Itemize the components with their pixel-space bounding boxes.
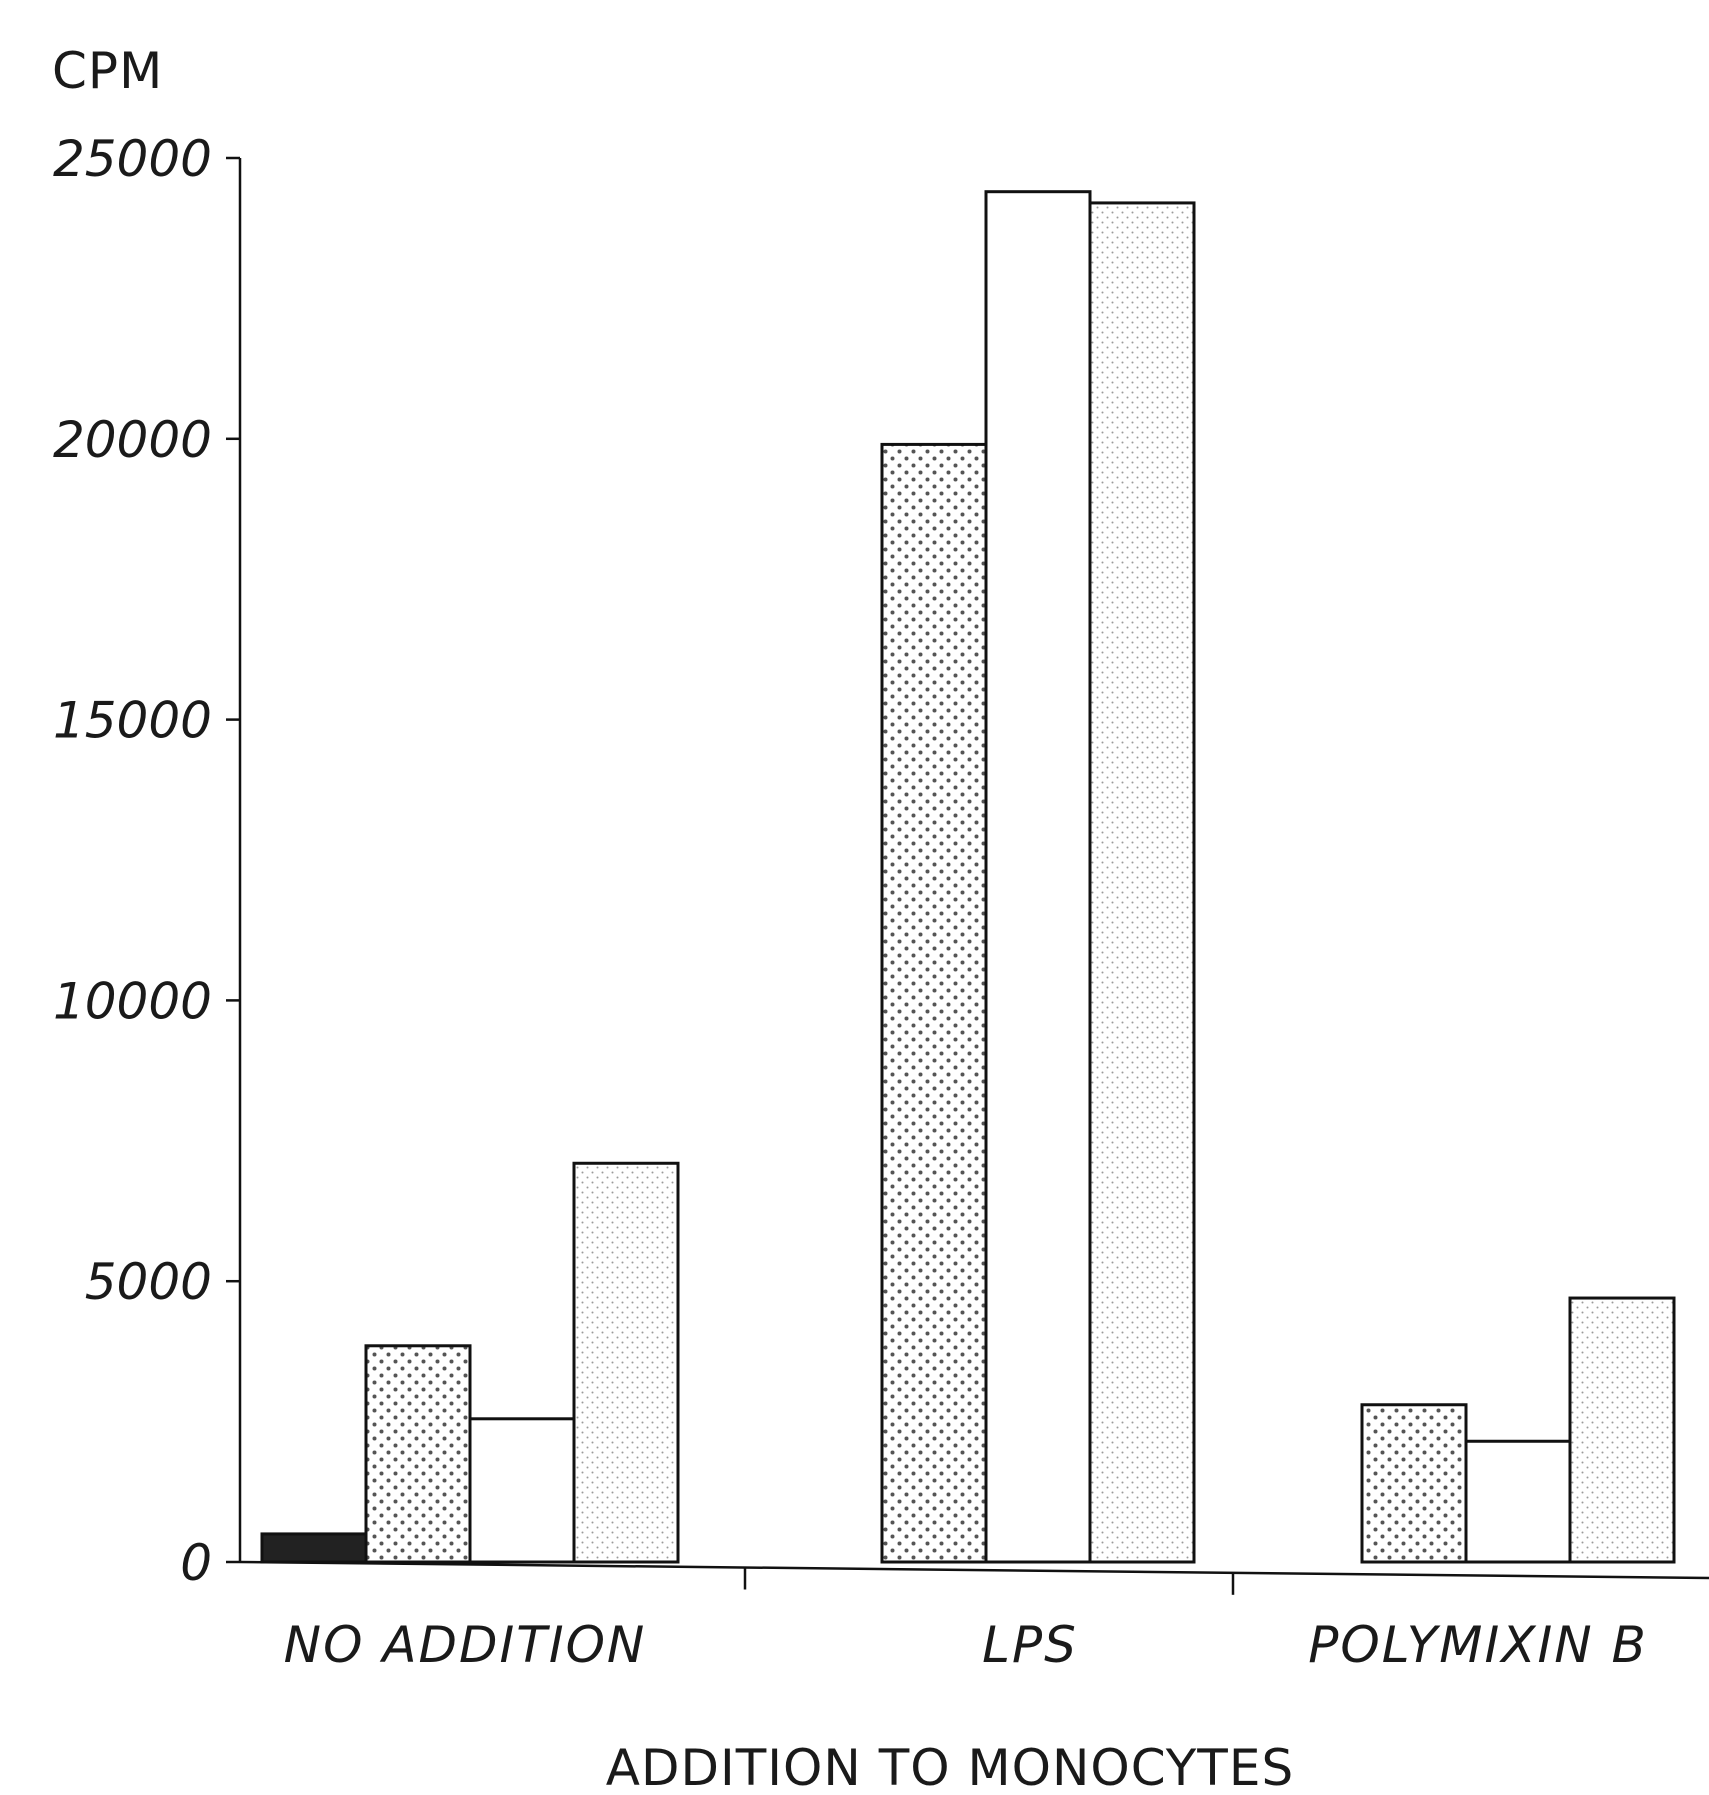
y-tick-label: 15000 (53, 692, 212, 750)
bars-group (260, 190, 1676, 1564)
bar-lps-light-dots (1088, 201, 1196, 1564)
y-tick-label: 0 (180, 1534, 212, 1592)
x-axis-title: ADDITION TO MONOCYTES (606, 1739, 1294, 1795)
bar-lps-none (984, 190, 1092, 1564)
x-axis-ticks (743, 1567, 1235, 1595)
bar-lps-dense-dots (880, 442, 988, 1564)
category-label: NO ADDITION (284, 1616, 647, 1674)
x-axis-line (239, 1560, 1709, 1580)
bar-polymixin-b-none (1464, 1439, 1572, 1564)
bar-polymixin-b-light-dots (1568, 1296, 1676, 1564)
bar-no-addition-solid (260, 1532, 368, 1564)
y-tick-label: 5000 (85, 1253, 212, 1311)
bar-no-addition-dense-dots (364, 1344, 472, 1564)
y-tick-label: 10000 (53, 972, 212, 1030)
category-label: LPS (982, 1616, 1078, 1674)
y-tick-label: 25000 (53, 130, 212, 188)
bar-no-addition-none (468, 1417, 576, 1564)
y-tick-label: 20000 (53, 411, 212, 469)
bar-no-addition-light-dots (572, 1161, 680, 1564)
y-axis-title: CPM (52, 42, 163, 100)
y-axis-ticks: 0 5000 10000 15000 20000 25000 (53, 130, 240, 1592)
category-labels: NO ADDITION LPS POLYMIXIN B (284, 1616, 1648, 1674)
category-label: POLYMIXIN B (1308, 1616, 1648, 1674)
bar-polymixin-b-dense-dots (1360, 1403, 1468, 1564)
